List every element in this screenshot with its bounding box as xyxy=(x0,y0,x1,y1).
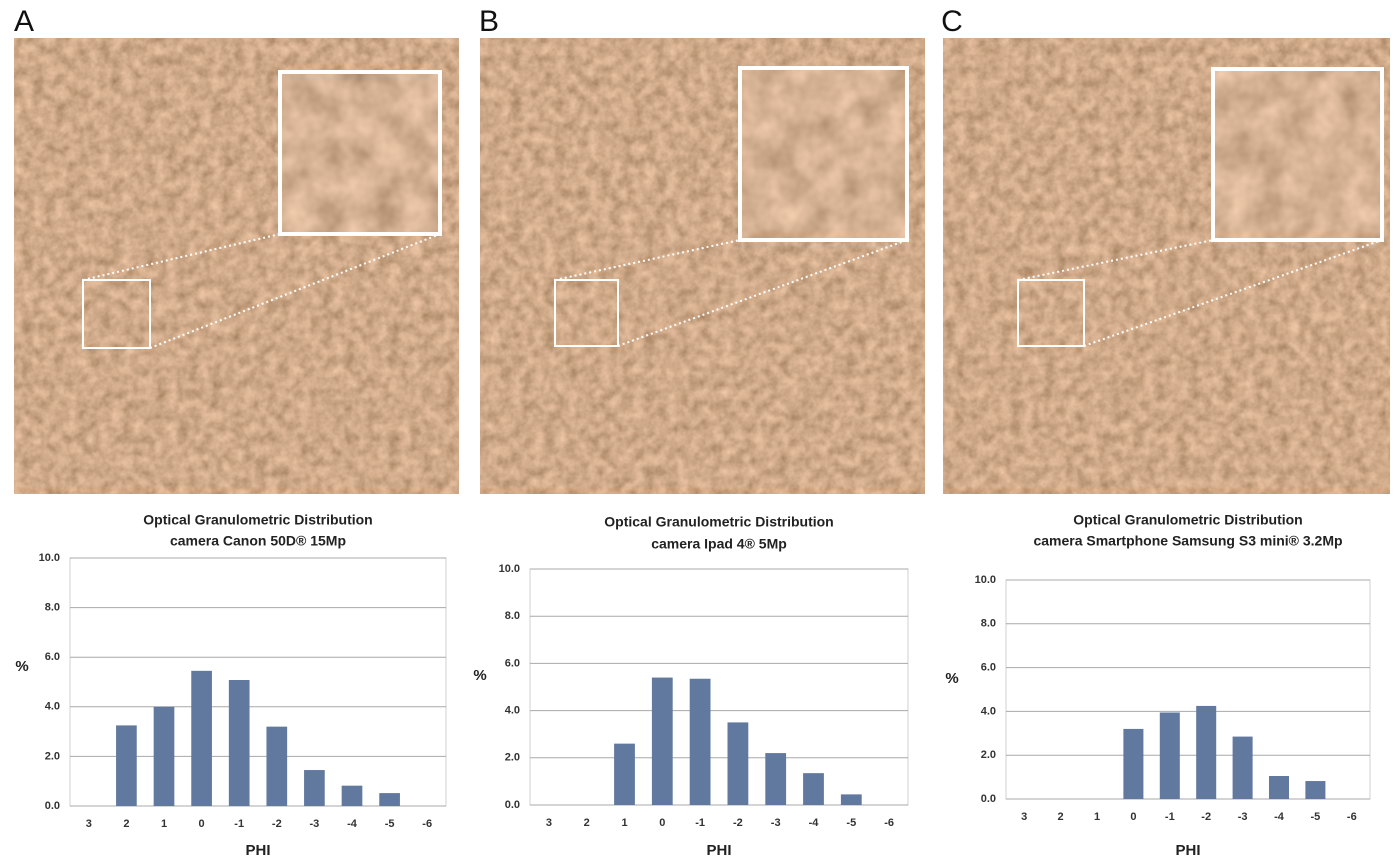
chart-subtitle: camera Canon 50D® 15Mp xyxy=(170,533,346,549)
x-tick-label: -1 xyxy=(234,818,244,830)
chart-title: Optical Granulometric Distribution xyxy=(143,512,372,528)
bar xyxy=(728,722,749,805)
plot-frame xyxy=(1006,580,1370,799)
bar xyxy=(342,786,363,806)
bar xyxy=(1196,706,1216,799)
y-tick-label: 4.0 xyxy=(505,705,520,717)
bar xyxy=(1160,712,1180,799)
bar xyxy=(266,727,287,806)
bar xyxy=(1233,737,1253,799)
y-tick-label: 8.0 xyxy=(505,610,520,622)
y-axis-label: % xyxy=(945,670,958,687)
x-tick-label: 2 xyxy=(123,818,129,830)
bar xyxy=(803,773,824,805)
x-tick-label: -3 xyxy=(771,817,781,829)
bar xyxy=(191,671,212,806)
bar xyxy=(1305,781,1325,799)
y-tick-label: 0.0 xyxy=(505,799,520,811)
plot-frame xyxy=(530,569,908,805)
x-axis-label: PHI xyxy=(706,842,731,858)
y-tick-label: 10.0 xyxy=(499,563,520,575)
bar xyxy=(652,678,673,805)
bar xyxy=(765,753,786,805)
x-tick-label: 3 xyxy=(1021,811,1027,823)
y-axis-label: % xyxy=(15,658,28,675)
x-tick-label: -2 xyxy=(1201,811,1211,823)
x-tick-label: -2 xyxy=(272,818,282,830)
x-tick-label: -2 xyxy=(733,817,743,829)
x-tick-label: 1 xyxy=(621,817,627,829)
x-tick-label: -3 xyxy=(1238,811,1248,823)
bar xyxy=(614,744,635,805)
x-tick-label: 0 xyxy=(1130,811,1136,823)
y-tick-label: 4.0 xyxy=(45,701,60,713)
y-tick-label: 0.0 xyxy=(45,800,60,812)
y-axis-label: % xyxy=(473,667,486,684)
bar xyxy=(379,793,400,806)
y-tick-label: 10.0 xyxy=(39,552,60,564)
x-tick-label: 0 xyxy=(199,818,205,830)
y-tick-label: 10.0 xyxy=(975,574,996,586)
x-tick-label: -1 xyxy=(1165,811,1175,823)
x-tick-label: -5 xyxy=(1311,811,1321,823)
panel-label: A xyxy=(14,5,34,38)
panel-label: B xyxy=(479,5,499,38)
x-tick-label: 2 xyxy=(584,817,590,829)
x-tick-label: 3 xyxy=(546,817,552,829)
x-tick-label: -6 xyxy=(422,818,432,830)
y-tick-label: 8.0 xyxy=(981,618,996,630)
x-tick-label: 0 xyxy=(659,817,665,829)
chart-subtitle: camera Ipad 4® 5Mp xyxy=(651,536,787,552)
x-axis-label: PHI xyxy=(245,842,270,858)
bar xyxy=(1123,729,1143,799)
x-tick-label: -4 xyxy=(809,817,820,829)
x-tick-label: 2 xyxy=(1058,811,1064,823)
y-tick-label: 2.0 xyxy=(981,749,996,761)
inset-image xyxy=(1213,69,1382,240)
y-tick-label: 2.0 xyxy=(505,752,520,764)
x-tick-label: -5 xyxy=(846,817,856,829)
chart-subtitle: camera Smartphone Samsung S3 mini® 3.2Mp xyxy=(1033,533,1342,549)
y-tick-label: 4.0 xyxy=(981,705,996,717)
bar xyxy=(690,679,711,805)
figure: A Optical Granulometric Distribution camer… xyxy=(0,0,1394,858)
bar xyxy=(229,680,250,806)
y-tick-label: 6.0 xyxy=(505,657,520,669)
x-tick-label: -4 xyxy=(1274,811,1285,823)
y-tick-label: 0.0 xyxy=(981,793,996,805)
x-axis-label: PHI xyxy=(1175,842,1200,858)
y-tick-label: 6.0 xyxy=(45,651,60,663)
panel-label: C xyxy=(941,5,963,38)
x-tick-label: -5 xyxy=(385,818,395,830)
bar xyxy=(841,794,862,805)
bar xyxy=(304,770,325,806)
x-tick-label: 3 xyxy=(86,818,92,830)
inset-image xyxy=(740,68,907,240)
x-tick-label: -6 xyxy=(884,817,894,829)
chart-title: Optical Granulometric Distribution xyxy=(604,514,833,530)
x-tick-label: 1 xyxy=(161,818,167,830)
x-tick-label: -4 xyxy=(347,818,358,830)
bar xyxy=(1269,776,1289,799)
bar xyxy=(116,725,137,806)
bar xyxy=(154,707,175,806)
x-tick-label: -6 xyxy=(1347,811,1357,823)
y-tick-label: 8.0 xyxy=(45,602,60,614)
x-tick-label: -1 xyxy=(695,817,705,829)
x-tick-label: -3 xyxy=(310,818,320,830)
inset-image xyxy=(280,72,440,234)
y-tick-label: 2.0 xyxy=(45,750,60,762)
chart-title: Optical Granulometric Distribution xyxy=(1073,512,1302,528)
y-tick-label: 6.0 xyxy=(981,662,996,674)
x-tick-label: 1 xyxy=(1094,811,1100,823)
